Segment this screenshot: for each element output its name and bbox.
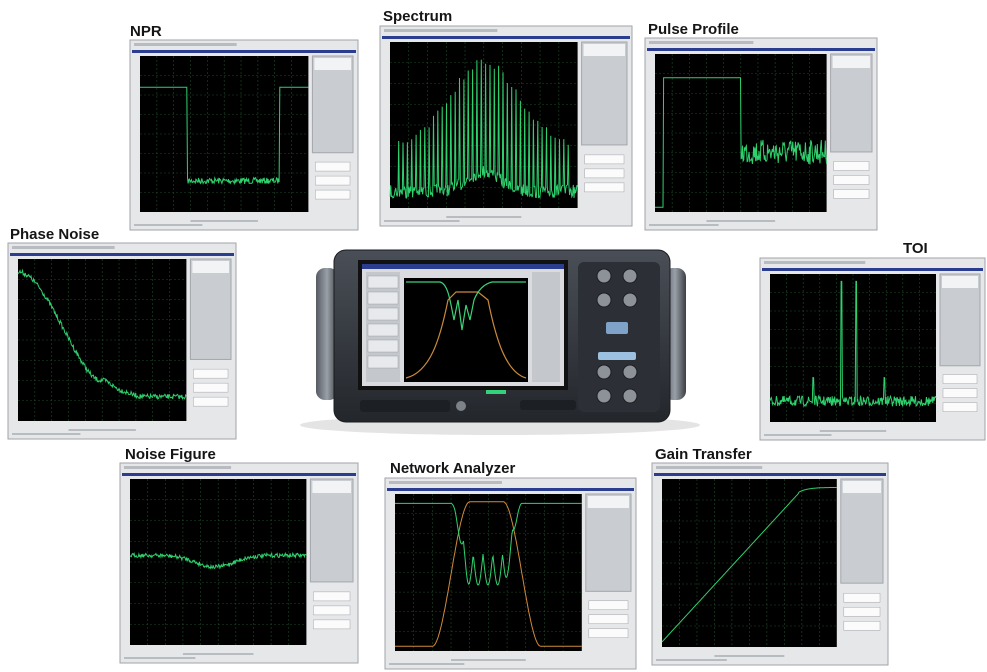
panel-label: Spectrum <box>383 8 452 25</box>
settings-field <box>193 369 228 378</box>
panel-label: NPR <box>130 23 162 40</box>
panel-label: Phase Noise <box>10 226 99 243</box>
instrument <box>300 250 700 435</box>
settings-field <box>834 175 869 184</box>
settings-field <box>589 629 628 638</box>
title-strip <box>764 261 865 264</box>
title-bar <box>122 473 356 476</box>
settings-field <box>313 620 350 629</box>
settings-field <box>943 375 977 384</box>
settings-field <box>315 162 350 171</box>
measurement-window: Noise Figure <box>120 446 358 663</box>
title-strip <box>12 246 115 249</box>
settings-field <box>193 383 228 392</box>
status-strip <box>124 657 195 659</box>
legend-box <box>588 496 629 508</box>
x-axis-strip <box>706 220 775 222</box>
settings-field <box>943 389 977 398</box>
measurement-window: Phase Noise <box>8 226 236 439</box>
x-axis-strip <box>820 430 886 432</box>
x-axis-strip <box>183 653 254 655</box>
x-axis-strip <box>446 216 521 218</box>
measurement-window: Pulse Profile <box>645 21 877 230</box>
panel-label: Noise Figure <box>125 446 216 463</box>
measurement-window: TOI <box>760 240 985 440</box>
panel-label: TOI <box>903 240 928 257</box>
legend-box <box>833 56 870 68</box>
status-strip <box>656 659 727 661</box>
settings-field <box>585 183 624 192</box>
title-strip <box>649 41 753 44</box>
panel-label: Network Analyzer <box>390 460 515 477</box>
collage: NPR Spectrum Pulse Profile Phase Noise TOI No… <box>0 0 987 672</box>
measurement-window: Gain Transfer <box>652 446 888 665</box>
settings-field <box>193 397 228 406</box>
x-axis-strip <box>714 655 784 657</box>
status-strip <box>389 663 464 665</box>
side-panel <box>586 494 631 591</box>
settings-field <box>844 621 880 630</box>
title-bar <box>654 473 886 476</box>
panel-label: Gain Transfer <box>655 446 752 463</box>
side-panel <box>841 479 883 583</box>
title-strip <box>134 43 237 46</box>
title-strip <box>384 29 497 32</box>
settings-field <box>589 601 628 610</box>
legend-box <box>584 44 625 56</box>
page: {"panels": [ {"label": "NPR"}, {"label":… <box>0 0 987 672</box>
status-strip <box>649 224 719 226</box>
settings-field <box>834 189 869 198</box>
title-strip <box>389 481 502 484</box>
side-panel <box>310 479 353 582</box>
settings-field <box>315 190 350 199</box>
side-panel <box>312 56 353 153</box>
legend-box <box>843 481 881 493</box>
x-axis-strip <box>451 659 526 661</box>
status-strip <box>12 433 80 435</box>
measurement-window: Spectrum <box>380 8 632 226</box>
x-axis-strip <box>191 220 258 222</box>
legend-box <box>942 276 978 288</box>
status-strip <box>764 434 832 436</box>
side-panel <box>582 42 627 145</box>
settings-field <box>315 176 350 185</box>
settings-field <box>589 615 628 624</box>
settings-field <box>313 592 350 601</box>
status-strip <box>134 224 202 226</box>
legend-box <box>312 481 351 493</box>
settings-field <box>834 161 869 170</box>
legend-box <box>314 58 351 70</box>
legend-box <box>192 261 229 273</box>
panel-label: Pulse Profile <box>648 21 739 38</box>
title-bar <box>10 253 234 256</box>
title-bar <box>387 488 634 491</box>
title-bar <box>382 36 630 39</box>
side-panel <box>190 259 231 359</box>
settings-field <box>585 155 624 164</box>
settings-field <box>313 606 350 615</box>
settings-field <box>585 169 624 178</box>
settings-field <box>844 593 880 602</box>
title-bar <box>132 50 356 53</box>
title-strip <box>124 466 231 469</box>
title-bar <box>762 268 983 271</box>
title-bar <box>647 48 875 51</box>
x-axis-strip <box>69 429 136 431</box>
settings-field <box>943 403 977 412</box>
side-panel <box>831 54 872 152</box>
measurement-window: NPR <box>130 23 358 230</box>
measurement-window: Network Analyzer <box>385 460 636 669</box>
settings-field <box>844 607 880 616</box>
title-strip <box>656 466 762 469</box>
status-strip <box>384 220 460 222</box>
